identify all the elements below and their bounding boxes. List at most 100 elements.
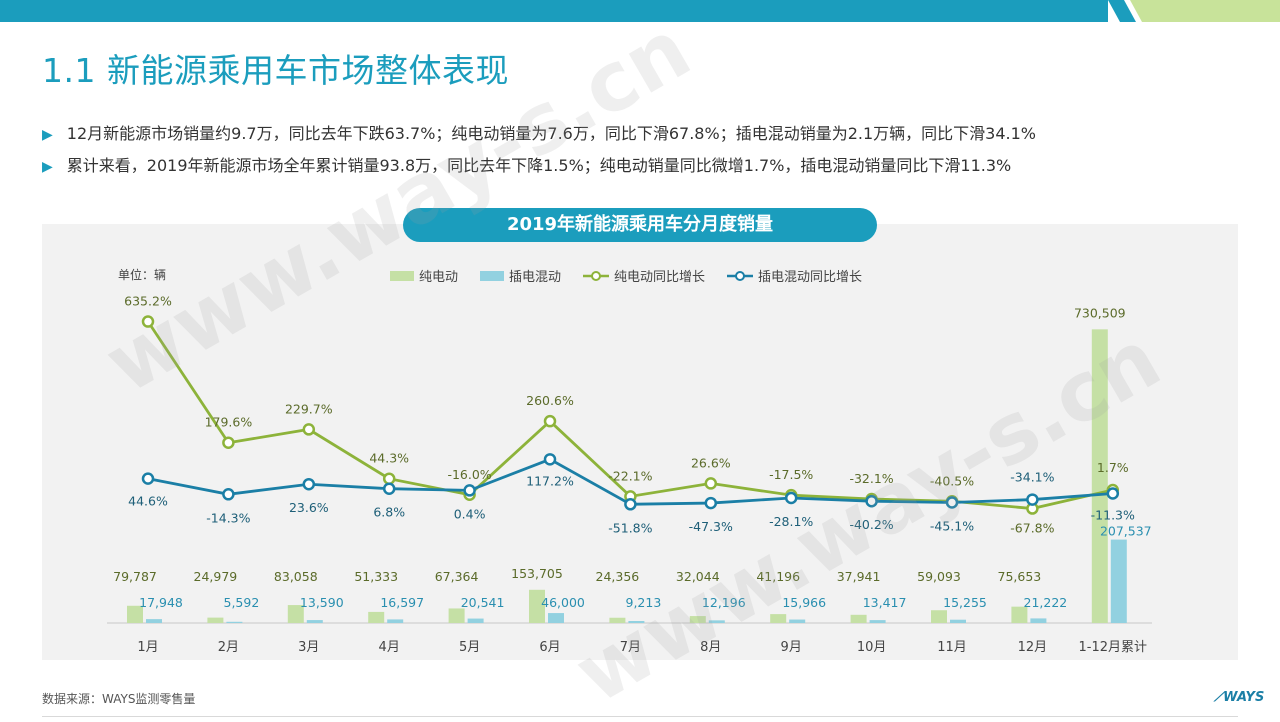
bar-phev [628,621,645,623]
bev-growth-label: 229.7% [285,401,333,416]
phev-growth-label: -28.1% [769,514,813,529]
bar-phev [226,621,243,623]
bar-label-phev: 46,000 [541,595,585,610]
bar-label-phev: 207,537 [1100,524,1152,539]
phev-growth-label: -47.3% [689,519,733,534]
phev-growth-label: 0.4% [454,506,486,521]
category-label: 9月 [781,640,802,655]
bar-phev [387,619,404,623]
legend-swatch-phev [480,270,505,281]
bar-label-bev: 67,364 [435,569,479,584]
bar-label-phev: 21,222 [1024,595,1068,610]
phev-growth-label: -40.2% [849,517,893,532]
footer-divider [42,716,1238,717]
phev-growth-point [1106,487,1120,500]
category-label: 12月 [1018,640,1048,655]
bev-growth-label: -32.1% [849,471,893,486]
phev-growth-point [222,488,235,501]
legend-swatch-bev [390,270,414,281]
legend-line-marker-icon [727,270,754,281]
bar-label-bev: 75,653 [998,569,1042,584]
bar-bev [529,589,545,623]
bar-label-phev: 15,966 [782,595,826,610]
bar-label-phev: 5,592 [224,595,260,610]
bar-label-phev: 17,948 [139,595,183,610]
bar-bev [689,616,706,623]
bev-growth-point [704,477,718,490]
legend-line-marker-icon [583,270,610,281]
bev-growth-point [382,472,396,485]
category-label: 7月 [620,640,641,655]
bar-label-bev: 83,058 [274,569,318,584]
bev-growth-label: -16.0% [447,467,491,482]
phev-growth-label: 6.8% [373,505,405,520]
data-source: 数据来源：WAYS监测零售量 [42,692,196,706]
phev-growth-point [543,453,557,466]
bar-bev [207,617,224,623]
logo-text: WAYS [1223,690,1265,705]
bar-label-bev: 153,705 [511,566,563,581]
bar-label-bev: 37,941 [837,569,881,584]
bev-growth-point [222,436,235,449]
legend-item-bev: 纯电动 [390,266,458,285]
bar-phev [146,619,162,623]
bar-label-phev: 9,213 [626,595,662,610]
phev-growth-point [704,496,718,510]
phev-growth-point [302,477,316,491]
legend-item-bev-growth: 纯电动同比增长 [583,266,705,285]
bar-bev [850,614,867,623]
summary-bullet-2: ▶ 累计来看，2019年新能源市场全年累计销量93.8万，同比去年下降1.5%；纯… [42,152,1011,176]
bev-growth-label: -17.5% [769,467,813,482]
phev-growth-point [382,482,396,495]
category-label: 11月 [937,640,967,655]
bar-bev [931,610,947,623]
bar-phev [789,619,806,623]
category-label: 2月 [218,640,239,655]
bev-growth-label: 635.2% [124,294,172,309]
phev-growth-point [463,484,476,497]
bev-growth-label: -22.1% [608,468,652,483]
top-banner [0,0,1280,22]
category-label: 3月 [298,640,319,655]
bar-label-phev: 15,255 [943,595,987,610]
bev-growth-label: 179.6% [205,415,253,430]
phev-growth-label: 44.6% [128,494,168,509]
phev-growth-point [865,494,878,508]
triangle-bullet-icon: ▶ [42,127,53,143]
chart-title: 2019年新能源乘用车分月度销量 [403,208,877,242]
legend-item-phev: 插电混动 [480,266,561,285]
bar-phev [1030,618,1047,623]
category-label: 10月 [857,640,887,655]
bar-bev [1091,329,1108,623]
legend-label: 纯电动同比增长 [614,270,706,285]
bar-label-phev: 13,590 [300,595,344,610]
legend-label: 纯电动 [419,270,459,285]
bar-label-phev: 16,597 [380,595,424,610]
bev-growth-point [543,414,557,428]
phev-growth-point [624,498,637,511]
bar-phev [1110,539,1127,623]
bar-bev [609,617,626,623]
category-label: 1-12月累计 [1079,640,1148,655]
category-label: 1月 [137,640,158,655]
bev-growth-label: 26.6% [691,455,731,470]
bullet-text: 累计来看，2019年新能源市场全年累计销量93.8万，同比去年下降1.5%；纯电… [66,156,1012,175]
summary-bullet-1: ▶ 12月新能源市场销量约9.7万，同比去年下跌63.7%；纯电动销量为7.6万，… [42,120,1036,144]
bar-bev [368,611,385,623]
chart-legend: 纯电动 插电混动 纯电动同比增长 插电混动同比增长 [390,266,884,285]
bar-bev [448,608,465,623]
legend-label: 插电混动 [509,270,562,285]
bev-growth-label: 44.3% [369,451,409,466]
bar-bev [287,605,304,623]
legend-item-phev-growth: 插电混动同比增长 [727,266,862,285]
bar-label-bev: 79,787 [113,569,157,584]
bar-label-bev: 24,356 [596,569,640,584]
bev-growth-point [141,315,155,328]
triangle-bullet-icon: ▶ [42,159,53,175]
bar-phev [306,620,323,623]
bar-phev [548,613,564,623]
bar-label-bev: 730,509 [1074,305,1126,320]
bar-label-phev: 12,196 [702,595,746,610]
phev-growth-label: -34.1% [1010,470,1054,485]
